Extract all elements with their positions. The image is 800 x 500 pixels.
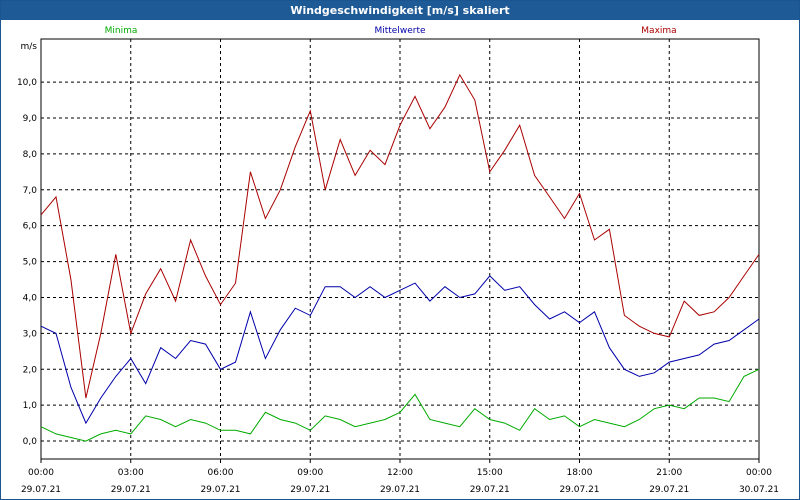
y-tick-label: 10,0 [17,78,37,88]
series-line-maxima [40,73,760,399]
x-tick-time-label: 03:00 [118,468,144,478]
x-tick-time-label: 18:00 [567,468,593,478]
y-tick-label: 9,0 [23,114,38,124]
y-tick-label: 8,0 [23,150,38,160]
x-tick-date-label: 29.07.21 [470,485,510,495]
x-tick-date-label: 29.07.21 [21,485,61,495]
x-tick-date-label: 30.07.21 [739,485,779,495]
x-tick-time-label: 21:00 [656,468,682,478]
x-tick-date-label: 29.07.21 [380,485,420,495]
x-tick-date-label: 29.07.21 [111,485,151,495]
y-axis-unit-label: m/s [21,42,38,52]
x-tick-date-label: 29.07.21 [200,485,240,495]
series-line-mittelwerte [40,275,760,425]
x-tick-time-label: 15:00 [477,468,503,478]
x-tick-date-label: 29.07.21 [559,485,599,495]
legend-minima: Minima [105,26,138,36]
y-tick-label: 4,0 [23,293,38,303]
y-tick-label: 5,0 [23,258,38,268]
window-title: Windgeschwindigkeit [m/s] skaliert [1,1,799,20]
wind-speed-chart: 0,0 1,0 2,0 3,0 4,0 5,0 6,0 7,0 8,0 9,0 10,0 m/s 00:… [17,26,779,495]
y-tick-label: 2,0 [23,365,38,375]
y-tick-label: 7,0 [23,186,38,196]
x-tick-date-label: 29.07.21 [649,485,689,495]
x-tick-time-label: 00:00 [28,468,54,478]
legend-mittelwerte: Mittelwerte [374,26,425,36]
y-tick-label: 1,0 [23,401,38,411]
y-tick-label: 3,0 [23,329,38,339]
x-tick-time-label: 06:00 [208,468,234,478]
x-tick-time-label: 00:00 [746,468,772,478]
series-line-minima [40,368,760,442]
x-tick-date-label: 29.07.21 [290,485,330,495]
x-tick-time-label: 09:00 [297,468,323,478]
y-tick-label: 0,0 [23,437,38,447]
legend-maxima: Maxima [641,26,676,36]
y-tick-label: 6,0 [23,222,38,232]
x-tick-time-label: 12:00 [387,468,413,478]
